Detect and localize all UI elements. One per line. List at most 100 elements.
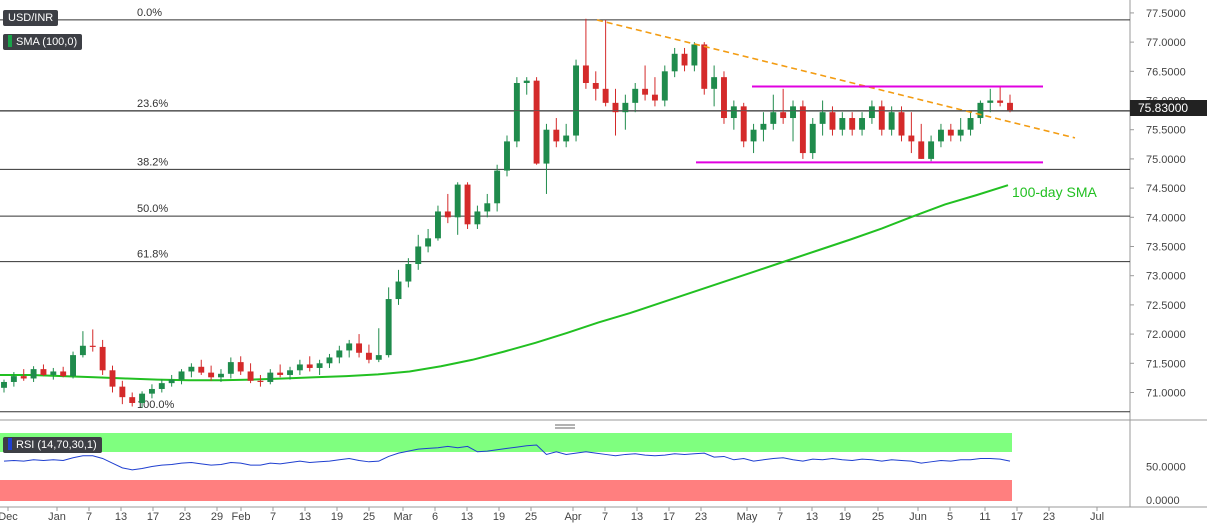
candle — [740, 102, 747, 148]
candle — [888, 106, 895, 136]
price-y-tick-label: 77.5000 — [1146, 8, 1186, 20]
candle-body — [740, 106, 747, 142]
candle-body — [819, 112, 826, 124]
price-y-tick-label: 71.5000 — [1146, 358, 1186, 370]
candle — [799, 100, 806, 159]
candle — [928, 135, 935, 162]
candle-body — [267, 372, 274, 382]
candle-body — [405, 264, 412, 282]
x-tick-label: May — [737, 511, 758, 523]
candle — [40, 364, 47, 377]
rsi-indicator-badge[interactable]: RSI (14,70,30,1) — [3, 437, 102, 453]
candle — [10, 372, 17, 387]
candle-body — [622, 102, 629, 113]
candle — [494, 164, 501, 212]
candle — [987, 88, 994, 113]
candle-body — [790, 106, 796, 119]
candle-body — [721, 77, 727, 119]
candle — [178, 369, 185, 385]
candle — [967, 112, 974, 136]
x-tick-label: 29 — [211, 511, 223, 523]
price-plot-area — [0, 0, 1130, 420]
price-y-tick-label: 73.5000 — [1146, 241, 1186, 253]
candle — [918, 123, 925, 159]
candle — [326, 353, 333, 368]
candle — [602, 19, 609, 107]
candle — [770, 94, 777, 130]
candle — [119, 380, 126, 405]
candle — [375, 328, 382, 363]
candle — [721, 71, 727, 124]
candle-body — [227, 362, 234, 374]
candle-body — [415, 246, 422, 265]
x-tick-label: Jun — [909, 511, 927, 523]
candle — [622, 94, 629, 130]
candle — [839, 112, 846, 136]
candle — [582, 18, 589, 89]
candle — [237, 356, 244, 375]
x-tick-label: 7 — [602, 511, 608, 523]
candle — [681, 47, 688, 72]
candle — [790, 100, 796, 142]
sma-indicator-badge[interactable]: SMA (100,0) — [3, 34, 83, 50]
price-y-tick-label: 72.0000 — [1146, 329, 1186, 341]
x-tick-label: 7 — [86, 511, 92, 523]
candle — [957, 118, 964, 142]
candle — [1007, 94, 1013, 113]
candle-body — [947, 129, 954, 136]
candle-body — [888, 112, 895, 130]
candle — [158, 379, 165, 393]
rsi-color-swatch — [8, 438, 12, 450]
x-tick-label: Apr — [564, 511, 581, 523]
candle — [50, 367, 57, 380]
candle-body — [208, 372, 215, 378]
candle-body — [691, 44, 698, 66]
sma-color-swatch — [8, 35, 12, 47]
candle-body — [385, 299, 392, 356]
fib-level-label: 23.6% — [137, 98, 168, 110]
sma-annotation-label: 100-day SMA — [1012, 184, 1097, 200]
candle-body — [780, 112, 787, 119]
candle-body — [454, 184, 461, 218]
candle-body — [987, 100, 994, 103]
candle-body — [1, 381, 7, 388]
candle — [277, 364, 284, 378]
candle — [632, 82, 639, 113]
candle-body — [79, 345, 86, 356]
candle-body — [849, 118, 856, 130]
candle-body — [139, 393, 146, 403]
candle-body — [119, 386, 126, 398]
candle — [139, 391, 146, 408]
candle — [316, 359, 323, 375]
x-tick-label: 17 — [663, 511, 675, 523]
candle-body — [168, 379, 175, 384]
candle-body — [326, 357, 333, 364]
candle-body — [494, 170, 501, 204]
candle-body — [543, 129, 550, 164]
candle — [829, 106, 836, 136]
candle — [198, 359, 205, 375]
candle-body — [760, 123, 767, 130]
candle-body — [444, 211, 451, 218]
candle-body — [898, 112, 905, 136]
candle — [415, 234, 422, 270]
candle-body — [523, 80, 530, 83]
candle-body — [30, 369, 37, 379]
x-tick-label: 11 — [979, 511, 990, 523]
sma-100-line — [0, 184, 1009, 382]
candle-body — [957, 129, 964, 136]
candle-body — [711, 77, 718, 89]
candle-body — [938, 129, 944, 142]
x-tick-label: 7 — [270, 511, 276, 523]
rsi-y-tick-label: 50.0000 — [1146, 462, 1186, 474]
candle — [513, 77, 520, 148]
candle-body — [287, 370, 293, 375]
symbol-label: USD/INR — [8, 12, 54, 24]
candle — [938, 123, 944, 148]
price-y-tick-label: 75.0000 — [1146, 154, 1186, 166]
candle — [671, 47, 678, 78]
candle — [612, 88, 619, 136]
candle — [218, 369, 224, 382]
candle-body — [592, 82, 599, 89]
symbol-badge[interactable]: USD/INR — [3, 10, 59, 26]
